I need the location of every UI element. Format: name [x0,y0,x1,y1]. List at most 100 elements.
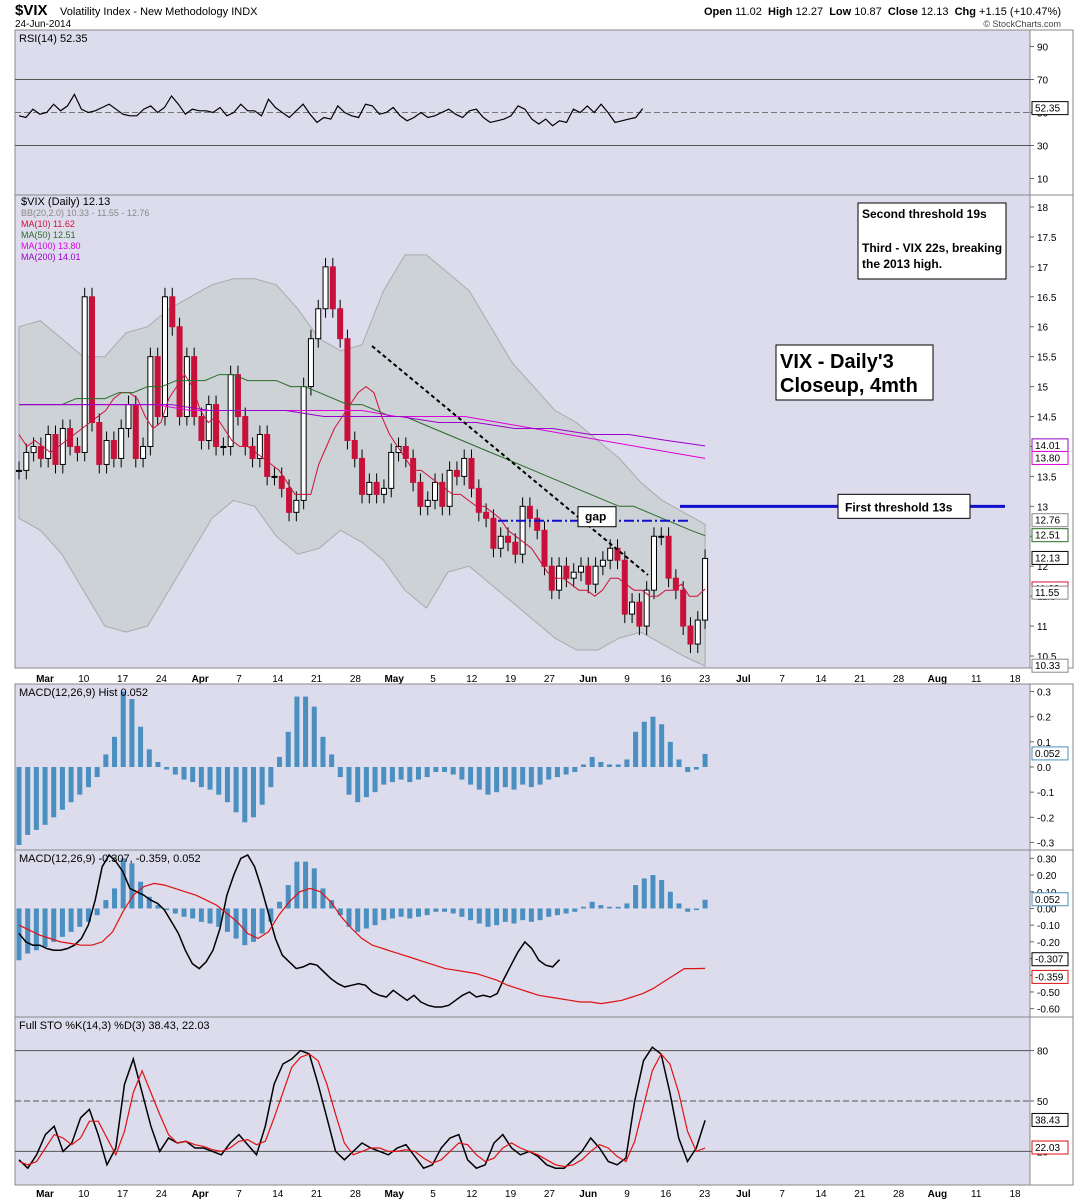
candle-body [344,338,351,441]
macd-hist-bar [624,759,630,767]
macd-hist-bar [51,767,57,818]
candle-body [242,416,249,447]
open-value: 11.02 [735,6,762,18]
macd-bar [659,880,665,909]
threshold-label: First threshold 13s [845,500,953,514]
price-label-tag [1031,528,1069,543]
annotation-text-2: Third - VIX 22s, breaking [862,241,1002,255]
macd-bar [268,908,274,922]
macd-bar [650,875,656,909]
candle-body [658,535,665,538]
x-tick-label-bottom: 5 [430,1189,436,1200]
price-tick-label: 18 [1037,203,1049,214]
macd-hist-bar [563,767,569,775]
macd-hist-bar [164,767,170,770]
macd-hist-bar [676,759,682,767]
candle-body [526,505,533,519]
close-value: 12.13 [920,6,949,18]
candle-body [680,589,687,627]
price-label-tag [1031,450,1069,465]
x-tick-label: 28 [893,674,905,685]
rsi-tick-label: 10 [1037,175,1049,186]
price-label: 11.55 [1035,588,1060,599]
candle-body [563,565,570,579]
x-tick-label: 14 [815,674,827,685]
macd-bar [216,908,222,927]
macd-panel-axis [1029,849,1074,1018]
macd-tick-label: -0.60 [1037,1005,1060,1016]
macd-hist-bar [459,767,465,780]
chart-date: 24-Jun-2014 [15,19,72,30]
macd-hist-bar [16,767,22,845]
macd-bar [459,908,465,917]
exchange-label: INDX [231,6,258,18]
candle-body [439,481,446,507]
price-tick-label: 10.5 [1037,652,1057,663]
price-tick-label: 17 [1037,263,1049,274]
macd-hist-bar [520,767,526,785]
candle-body [16,469,22,472]
macd-bar [589,901,595,909]
price-label: 12.13 [1035,553,1060,564]
price-tick-label: 12 [1037,562,1049,573]
macd-bar [164,908,170,911]
macd-hist-bar [59,767,65,810]
macd-bar [537,908,543,921]
macd-hist-bar [320,736,326,767]
macd-bar [277,901,283,909]
candle-body [96,422,103,465]
x-tick-label: Aug [928,674,947,685]
candle-body [183,356,190,418]
macd-hist-bar [346,767,352,795]
x-tick-label: 19 [505,674,517,685]
candle-body [329,266,336,310]
price-label: 14.01 [1035,441,1060,452]
macd-bar [77,908,83,927]
symbol-label: $VIX [15,2,48,19]
candle-body [220,445,227,448]
macd-hist-bar [494,767,500,793]
macd-bar [311,868,317,909]
legend-entry: MA(50) 12.51 [21,230,76,240]
candle-body [388,451,395,489]
x-tick-label: 24 [156,674,168,685]
price-tick-label: 14.5 [1037,413,1057,424]
macd-hist-bar [85,767,91,788]
price-label-tag [1031,513,1069,528]
macd-bar [172,908,178,914]
rsi-tick-label: 70 [1037,76,1049,87]
macd-hist-bar [433,767,439,773]
macd-bar [685,908,691,912]
macd-hist-bar [415,767,421,780]
macd-hist-bar [311,706,317,767]
macd-hist-bar [641,721,647,767]
macd-hist-bar [468,767,474,785]
legend-entry: MA(200) 14.01 [21,252,81,262]
macd-hist-bar [337,767,343,778]
macd-bar [259,908,265,934]
x-tick-label-bottom: 28 [893,1189,905,1200]
macd-hist-bar [77,767,83,795]
macd-hist-label-tag [1031,892,1069,907]
macd-hist-title: MACD(12,26,9) Hist 0.052 [19,687,148,699]
macd-bar [468,908,474,921]
macd-hist-bar [389,767,395,783]
macd-bar [190,908,196,919]
moving-average-ma200 [19,404,706,447]
rsi-title: RSI(14) 52.35 [19,33,87,45]
macd-hist-tick-label: -0.2 [1037,813,1055,824]
macd-bar [415,908,421,917]
macd-hist-bar [372,767,378,793]
macd-bar [120,858,126,909]
stochastic-k-line [18,1046,706,1170]
candle-body [599,559,606,567]
candle-body [286,487,293,513]
price-label: 12.51 [1035,531,1060,542]
macd-bar [502,908,508,922]
candle-body [534,517,541,531]
macd-bar [572,908,578,912]
macd-hist-bar [285,731,291,767]
macd-hist-bar [355,767,361,803]
macd-hist-tick-label: -0.1 [1037,788,1055,799]
x-tick-label-bottom: 14 [272,1189,284,1200]
